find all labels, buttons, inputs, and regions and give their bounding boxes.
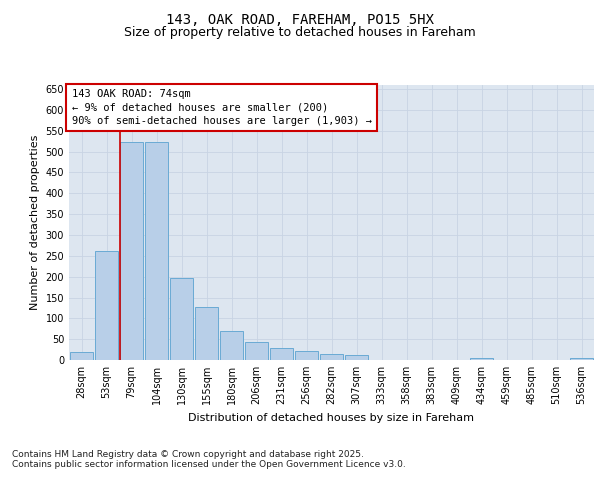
- Y-axis label: Number of detached properties: Number of detached properties: [30, 135, 40, 310]
- Bar: [295, 351, 319, 360]
- Text: 143, OAK ROAD, FAREHAM, PO15 5HX: 143, OAK ROAD, FAREHAM, PO15 5HX: [166, 12, 434, 26]
- X-axis label: Distribution of detached houses by size in Fareham: Distribution of detached houses by size …: [188, 412, 475, 422]
- Bar: [220, 331, 244, 360]
- Bar: [470, 358, 493, 360]
- Bar: [95, 251, 118, 360]
- Bar: [344, 355, 368, 360]
- Text: 143 OAK ROAD: 74sqm
← 9% of detached houses are smaller (200)
90% of semi-detach: 143 OAK ROAD: 74sqm ← 9% of detached hou…: [71, 89, 371, 126]
- Bar: [119, 142, 143, 360]
- Bar: [145, 142, 169, 360]
- Bar: [269, 348, 293, 360]
- Bar: [70, 352, 94, 360]
- Text: Contains HM Land Registry data © Crown copyright and database right 2025.
Contai: Contains HM Land Registry data © Crown c…: [12, 450, 406, 469]
- Bar: [170, 278, 193, 360]
- Text: Size of property relative to detached houses in Fareham: Size of property relative to detached ho…: [124, 26, 476, 39]
- Bar: [320, 354, 343, 360]
- Bar: [569, 358, 593, 360]
- Bar: [245, 342, 268, 360]
- Bar: [194, 306, 218, 360]
